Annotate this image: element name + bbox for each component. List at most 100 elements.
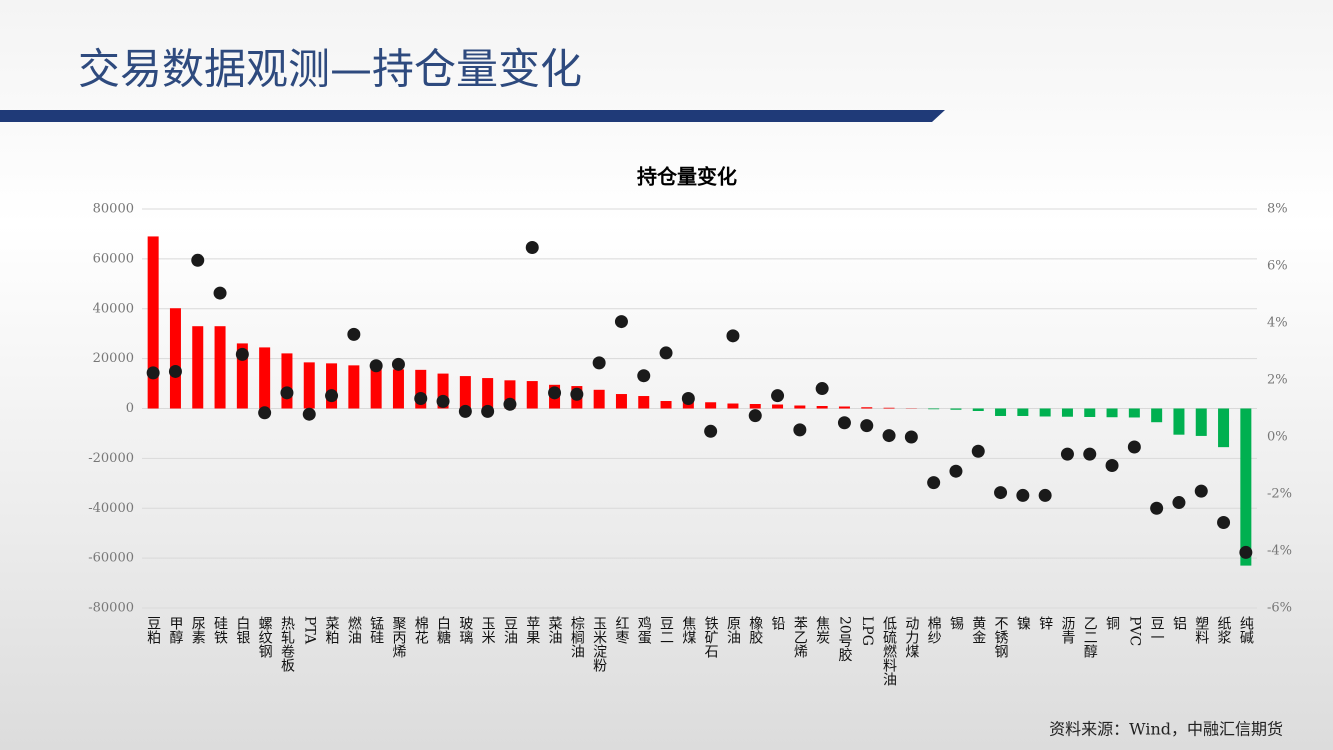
x-tick-label: 白银 [234,616,250,644]
x-tick-label: 豆粕 [145,616,161,644]
bar [326,363,338,409]
bar [1173,408,1185,435]
y-tick-label: 0 [126,401,134,416]
dot [793,423,807,437]
bar [727,403,739,409]
dot [659,346,673,360]
bar [638,396,650,409]
y-tick-label: 20000 [93,351,134,366]
x-tick-label: 棕榈油 [569,616,585,658]
dot [837,416,851,430]
bar [214,326,226,409]
x-tick-label: 尿素 [190,616,206,644]
x-tick-label: 20号胶 [836,616,852,663]
dot [302,407,316,421]
x-tick-label: 乙二醇 [1082,616,1098,658]
x-tick-label: 焦炭 [814,616,830,644]
dot [258,406,272,420]
bar [1195,408,1207,436]
x-tick-label: 镍 [1015,616,1031,630]
dot [347,327,361,341]
dot [748,409,762,423]
dot [146,366,160,380]
dot [637,369,651,383]
dot [1194,484,1208,498]
y2-tick-label: 4% [1267,316,1288,331]
dot [1127,440,1141,454]
slide-title: 交易数据观测—持仓量变化 [78,45,582,94]
dot [949,464,963,478]
x-tick-label: 沥青 [1059,616,1075,644]
y2-tick-label: -2% [1267,487,1292,502]
dot [191,253,205,267]
x-tick-label: 豆油 [502,616,518,644]
dot [726,329,740,343]
bar [861,407,873,409]
dot [369,359,383,373]
x-tick-label: 黄金 [970,615,986,644]
y-tick-label: -40000 [88,501,134,516]
x-tick-label: 豆二 [658,616,674,644]
x-tick-label: PVC [1126,616,1142,646]
x-tick-label: 铅 [770,616,786,630]
bar [370,366,382,409]
chart-title: 持仓量变化 [637,165,737,189]
y-tick-label: 60000 [93,251,134,266]
x-tick-label: 棉纱 [926,615,942,644]
x-tick-label: 橡胶 [747,616,763,645]
dot [1105,459,1119,472]
x-tick-label: 热轧卷板 [279,616,295,672]
dot [882,429,896,443]
bar [838,406,850,409]
bar [526,381,538,409]
bar [1106,408,1118,418]
bar [1084,408,1096,417]
dot [904,430,918,444]
dot [235,347,249,361]
x-tick-label: 聚丙烯 [390,616,406,658]
dot [1239,545,1253,559]
dot [1172,496,1186,510]
source-note: 资料来源：Wind，中融汇信期货 [1049,720,1283,739]
bar [705,402,717,409]
bar [147,236,159,409]
bar [259,347,271,409]
dot [614,315,628,329]
x-tick-label: 豆一 [1149,616,1165,644]
y-tick-label: -60000 [88,551,134,566]
y2-tick-label: -4% [1267,544,1292,559]
bar [928,408,940,410]
bar [772,404,784,409]
y2-tick-label: 2% [1267,373,1288,388]
bar [192,326,204,409]
bar [615,394,627,409]
y-tick-label: 40000 [93,301,134,316]
x-tick-label: 锌 [1037,616,1053,630]
bar [236,343,248,409]
x-tick-label: LPG [859,616,875,646]
x-tick-label: 菜油 [547,616,563,644]
y-tick-label: -20000 [88,451,134,466]
dot [927,476,941,490]
x-tick-label: 鸡蛋 [636,615,652,645]
dot [1016,488,1030,502]
x-tick-label: 红枣 [613,616,629,644]
dot [436,394,450,408]
x-tick-label: 白糖 [435,616,451,644]
bar [169,308,181,409]
x-tick-label: 纯碱 [1238,616,1254,644]
dot [503,397,517,411]
x-tick-label: 锡 [948,616,964,630]
x-tick-label: 动力煤 [903,616,919,658]
bar [437,373,449,409]
bar [816,406,828,409]
dot [414,392,428,406]
dot [481,404,495,418]
bar [1128,408,1140,418]
x-tick-label: PTA [301,616,317,645]
bar [1151,408,1163,423]
bar [1061,408,1073,417]
dot [994,486,1008,500]
bar [1039,408,1051,417]
dot [325,389,339,403]
